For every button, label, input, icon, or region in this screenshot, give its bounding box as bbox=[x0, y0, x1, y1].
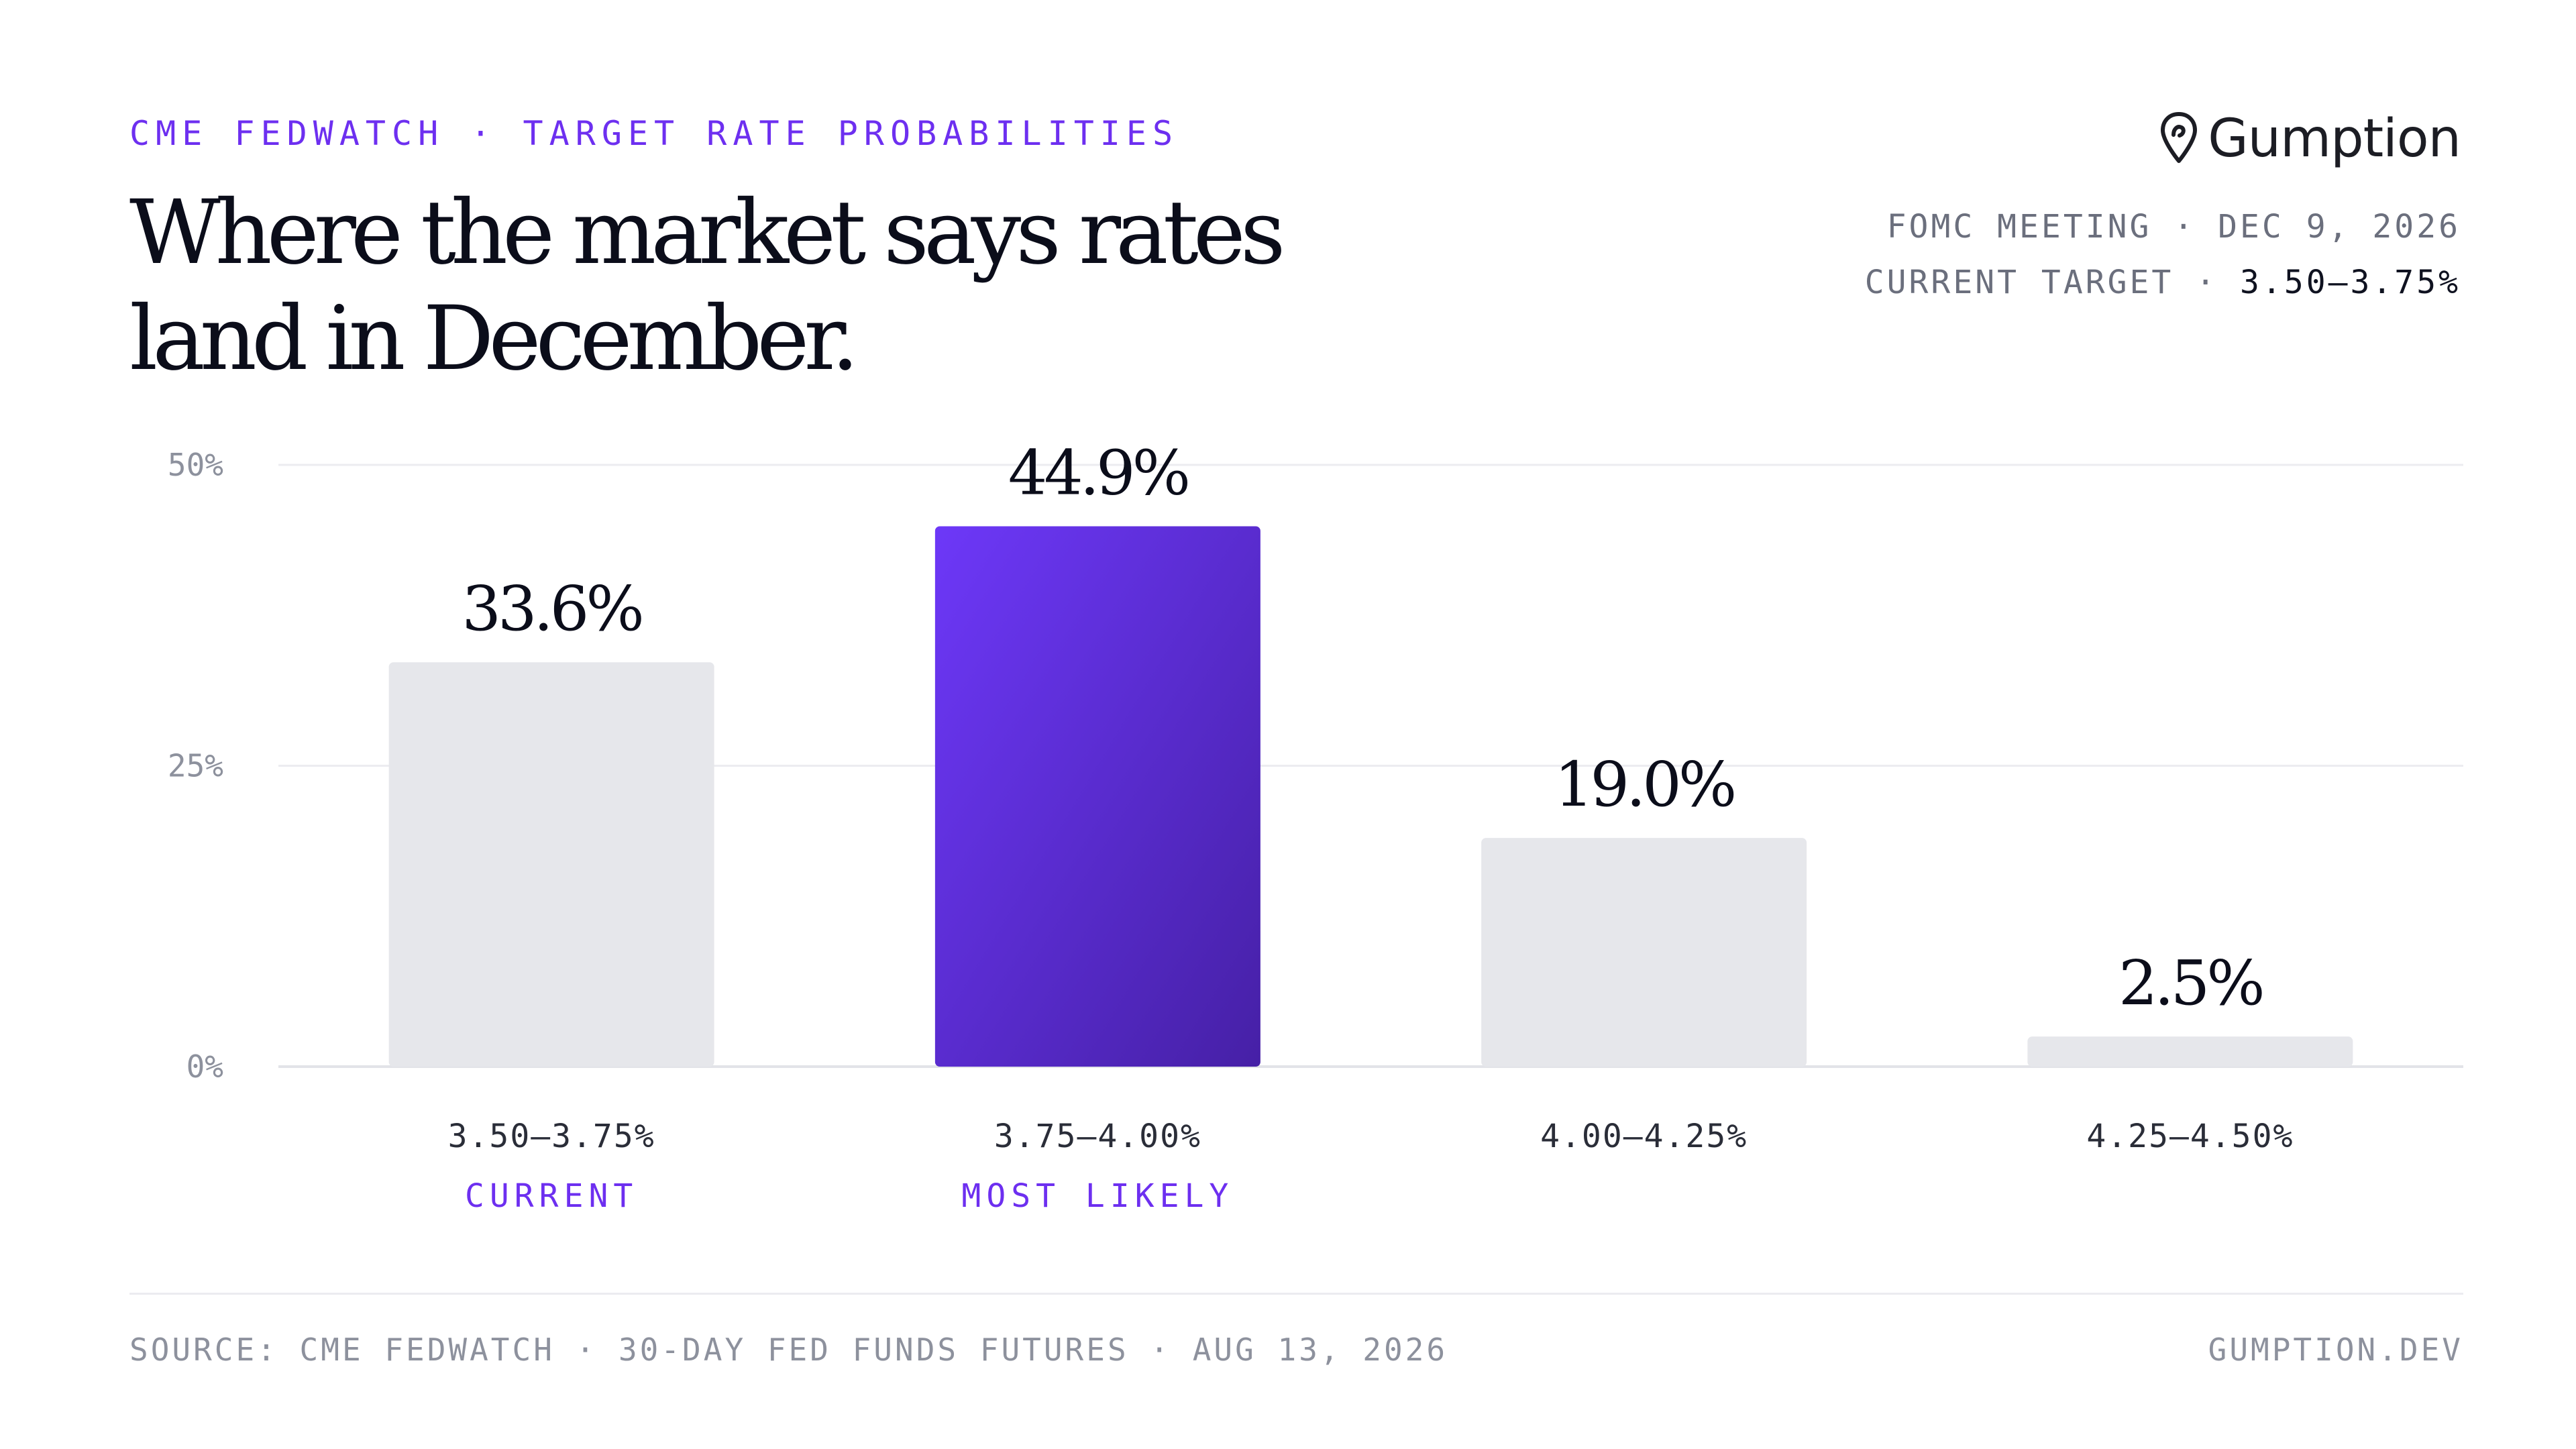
map-pin-icon bbox=[2161, 112, 2198, 163]
bar-sublabel: CURRENT bbox=[465, 1177, 638, 1215]
chart-eyebrow: CME FEDWATCH · TARGET RATE PROBABILITIES bbox=[129, 114, 1179, 153]
brand-logo: Gumption bbox=[2159, 109, 2461, 169]
y-tick-label: 50% bbox=[168, 447, 223, 483]
y-tick-label: 0% bbox=[186, 1049, 223, 1085]
y-tick-label: 25% bbox=[168, 748, 223, 784]
bar-most-likely bbox=[934, 526, 1260, 1067]
chart-title-line-1: Where the market says rates bbox=[129, 181, 1286, 284]
x-tick-label: 3.50–3.75% bbox=[448, 1118, 655, 1155]
source-note: SOURCE: CME FEDWATCH · 30-DAY FED FUNDS … bbox=[129, 1332, 1448, 1368]
bar bbox=[1481, 838, 1807, 1067]
bar bbox=[388, 662, 714, 1067]
bar-value-label: 33.6% bbox=[462, 573, 641, 645]
x-tick-label: 4.00–4.25% bbox=[1540, 1118, 1748, 1155]
meeting-date: FOMC MEETING · DEC 9, 2026 bbox=[1886, 208, 2461, 246]
bar-value-label: 2.5% bbox=[2118, 947, 2262, 1019]
bar bbox=[2027, 1036, 2353, 1067]
footer-divider bbox=[129, 1293, 2463, 1295]
current-target-label: CURRENT TARGET · bbox=[1864, 264, 2218, 301]
brand-name: Gumption bbox=[2208, 109, 2461, 169]
chart-title: Where the market says rates land in Dece… bbox=[129, 180, 1337, 392]
bar-chart: 0% 25% 50% 33.6% 3.50–3.75% CURRENT 44.9% 3.75–… bbox=[168, 437, 2463, 1215]
current-target: CURRENT TARGET · 3.50–3.75% bbox=[1865, 264, 2461, 301]
bar-sublabel: MOST LIKELY bbox=[961, 1177, 1234, 1215]
current-target-value: 3.50–3.75% bbox=[2240, 264, 2461, 301]
x-tick-label: 3.75–4.00% bbox=[994, 1118, 1201, 1155]
chart-title-line-2: land in December. bbox=[129, 287, 859, 390]
site-link[interactable]: GUMPTION.DEV bbox=[2208, 1332, 2463, 1368]
bar-value-label: 44.9% bbox=[1008, 437, 1188, 508]
x-tick-label: 4.25–4.50% bbox=[2086, 1118, 2294, 1155]
bar-value-label: 19.0% bbox=[1554, 749, 1734, 820]
